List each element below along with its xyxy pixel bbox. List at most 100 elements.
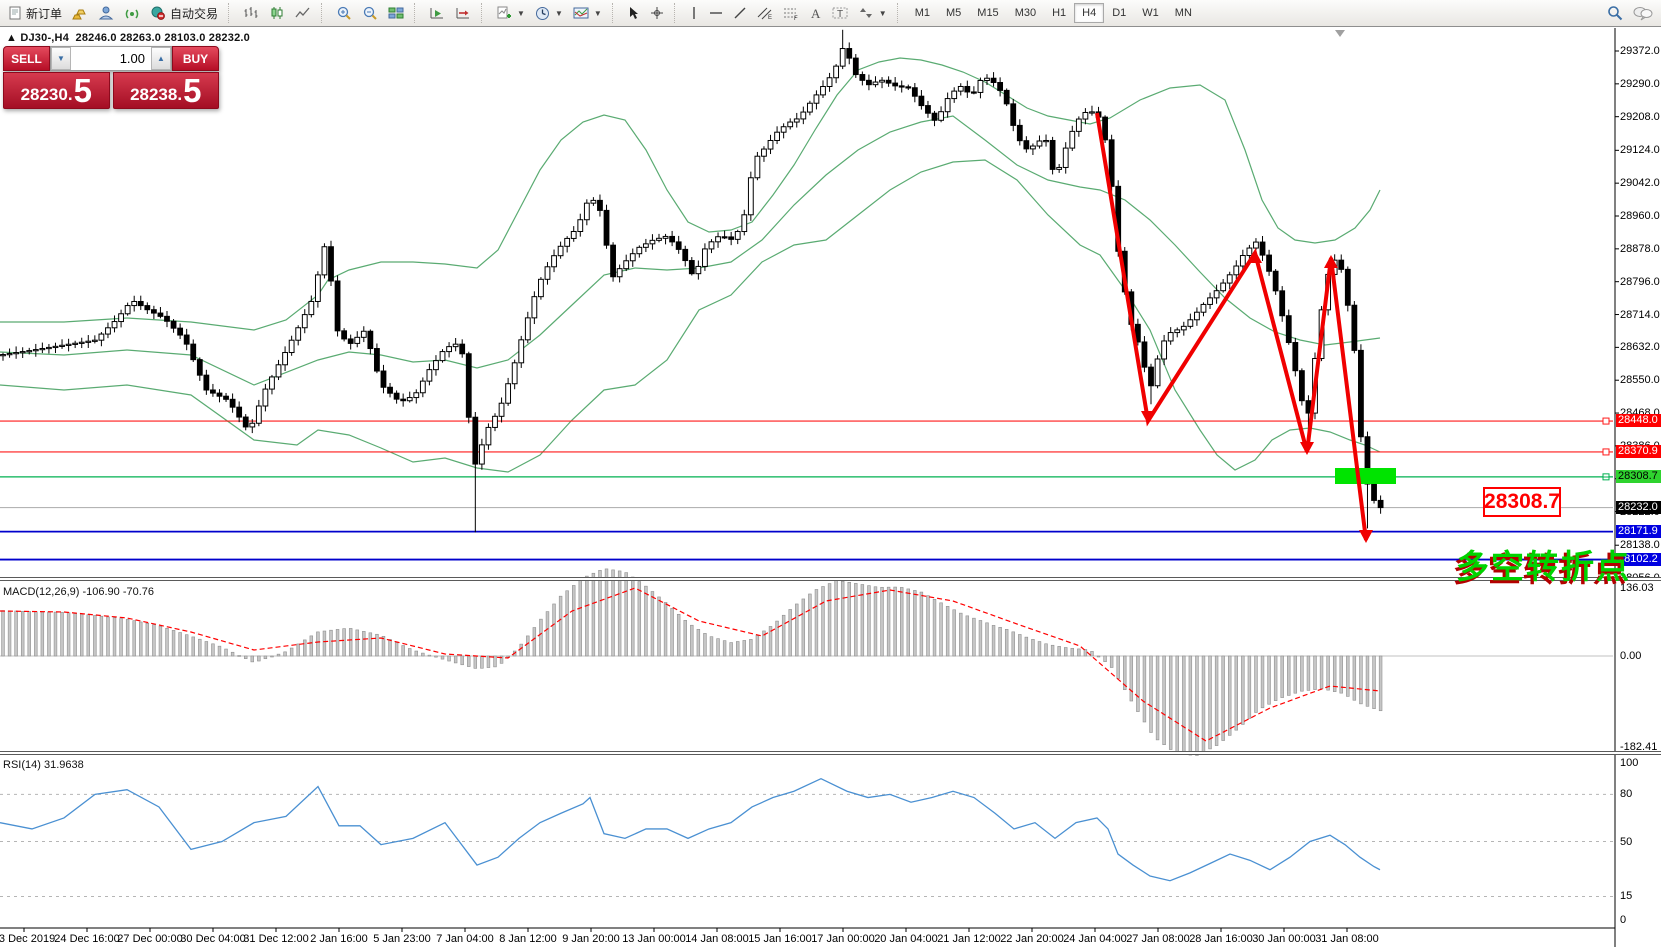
macd-histogram-bar [112, 617, 117, 657]
vline-button[interactable] [684, 2, 704, 24]
buy-price-tile[interactable]: 28238. 5 [112, 72, 219, 109]
macd-histogram-bar [1188, 655, 1193, 756]
candle-body [1161, 340, 1168, 360]
time-tick-label: 21 Jan 12:00 [937, 933, 1001, 945]
candle-body [1371, 483, 1377, 501]
rsi-tick-label: 100 [1620, 757, 1639, 769]
macd-histogram-bar [775, 620, 779, 657]
macd-histogram-bar [1182, 655, 1186, 755]
timeframe-button-m30[interactable]: M30 [1014, 7, 1037, 19]
candle-body [813, 94, 820, 104]
chart-shift-marker[interactable] [1335, 30, 1345, 37]
candle-body [597, 199, 603, 211]
macd-histogram-bar [178, 632, 182, 657]
turning-point-annotation[interactable]: 多空转折点 [1456, 548, 1631, 585]
rsi-title: RSI(14) [3, 759, 41, 771]
hline-button[interactable] [704, 2, 728, 24]
macd-histogram-bar [742, 640, 746, 657]
candle-body [695, 265, 702, 275]
text-button[interactable]: A [804, 2, 827, 24]
line-chart-button[interactable] [290, 2, 316, 24]
auto-trading-button[interactable]: 自动交易 [145, 2, 223, 24]
search-icon[interactable] [1607, 5, 1623, 21]
timeframe-button-mn[interactable]: MN [1174, 7, 1192, 19]
arrowhead-icon [1359, 530, 1373, 543]
candle-body [236, 406, 243, 418]
sell-button[interactable]: SELL [3, 46, 50, 71]
timeframe-button-w1[interactable]: W1 [1142, 7, 1159, 19]
crosshair-button[interactable] [645, 2, 669, 24]
timeframe-button-m15[interactable]: M15 [977, 7, 999, 19]
market-watch-button[interactable] [67, 2, 93, 24]
arrows-button[interactable]: ▼ [853, 2, 892, 24]
timeframe-button-h4[interactable]: H4 [1074, 3, 1105, 23]
macd-histogram-bar [539, 618, 543, 657]
channel-button[interactable]: E [752, 2, 778, 24]
candle-body [190, 343, 197, 361]
macd-histogram-bar [355, 629, 359, 657]
highlight-zone[interactable] [1335, 468, 1396, 484]
macd-histogram-bar [729, 642, 733, 657]
timeframe-button-m1[interactable]: M1 [914, 7, 930, 19]
cursor-button[interactable] [622, 2, 645, 24]
volume-increase-button[interactable]: ▲ [151, 47, 171, 70]
line-anchor-handle[interactable] [1602, 417, 1610, 425]
trendline-button[interactable] [728, 2, 752, 24]
sell-price-tile[interactable]: 28230. 5 [3, 72, 110, 109]
time-tick-label: 20 Jan 04:00 [874, 933, 938, 945]
periods-button[interactable]: ▼ [530, 2, 568, 24]
auto-scroll-button[interactable] [424, 2, 450, 24]
macd-histogram-bar [93, 615, 97, 657]
new-order-button[interactable]: 新订单 [3, 2, 67, 24]
text-label-button[interactable]: T [827, 2, 853, 24]
timeframe-button-m5[interactable]: M5 [946, 7, 962, 19]
pane-separator[interactable] [0, 577, 1661, 581]
candle-body [839, 48, 846, 67]
level-price-label[interactable]: 28308.7 [1483, 487, 1561, 517]
macd-histogram-bar [1221, 655, 1225, 741]
candle-body [295, 327, 302, 341]
candle-body [19, 351, 26, 354]
rsi-line [0, 777, 1381, 882]
candle-body [590, 199, 597, 204]
candle-body [1377, 499, 1384, 509]
candle-body [59, 344, 65, 347]
timeframe-button-d1[interactable]: D1 [1112, 7, 1127, 19]
chart-shift-button[interactable] [450, 2, 476, 24]
candle-body [1351, 304, 1358, 351]
fibonacci-button[interactable]: F [778, 2, 804, 24]
accounts-button[interactable] [93, 2, 119, 24]
sell-price-big-digit: 5 [73, 72, 92, 109]
volume-decrease-button[interactable]: ▼ [51, 47, 71, 70]
pane-separator[interactable] [0, 751, 1661, 755]
indicators-button[interactable]: ▼ [491, 2, 530, 24]
zoom-out-button[interactable] [357, 2, 383, 24]
time-tick-label: 17 Jan 00:00 [811, 933, 875, 945]
macd-histogram-bar [1339, 655, 1343, 694]
tile-windows-button[interactable] [383, 2, 409, 24]
chart-window: ▲ DJ30-,H4 28246.0 28263.0 28103.0 28232… [0, 28, 1661, 947]
macd-tick-label: 0.00 [1620, 650, 1642, 662]
candle-body [262, 388, 269, 407]
chat-icon[interactable] [1633, 5, 1653, 21]
buy-button[interactable]: BUY [172, 46, 219, 71]
trend-zigzag-arrow[interactable] [1095, 112, 1368, 541]
candle-body [1285, 315, 1292, 344]
candle-body [144, 305, 151, 311]
macd-histogram-bar [1149, 655, 1153, 733]
macd-histogram-bar [499, 655, 504, 664]
volume-value[interactable]: 1.00 [119, 51, 145, 66]
candle-body [1207, 297, 1213, 305]
bar-chart-button[interactable] [238, 2, 264, 24]
zoom-in-button[interactable] [331, 2, 357, 24]
timeframe-button-h1[interactable]: H1 [1052, 7, 1067, 19]
time-tick-label: 31 Dec 12:00 [243, 933, 309, 945]
candle-body [793, 118, 800, 123]
macd-histogram-bar [237, 655, 241, 657]
candlestick-button[interactable] [264, 2, 290, 24]
svg-text:E: E [768, 15, 772, 20]
signals-button[interactable] [119, 2, 145, 24]
line-anchor-handle[interactable] [1602, 448, 1610, 456]
templates-button[interactable]: ▼ [568, 2, 607, 24]
macd-histogram-bar [1306, 655, 1311, 691]
